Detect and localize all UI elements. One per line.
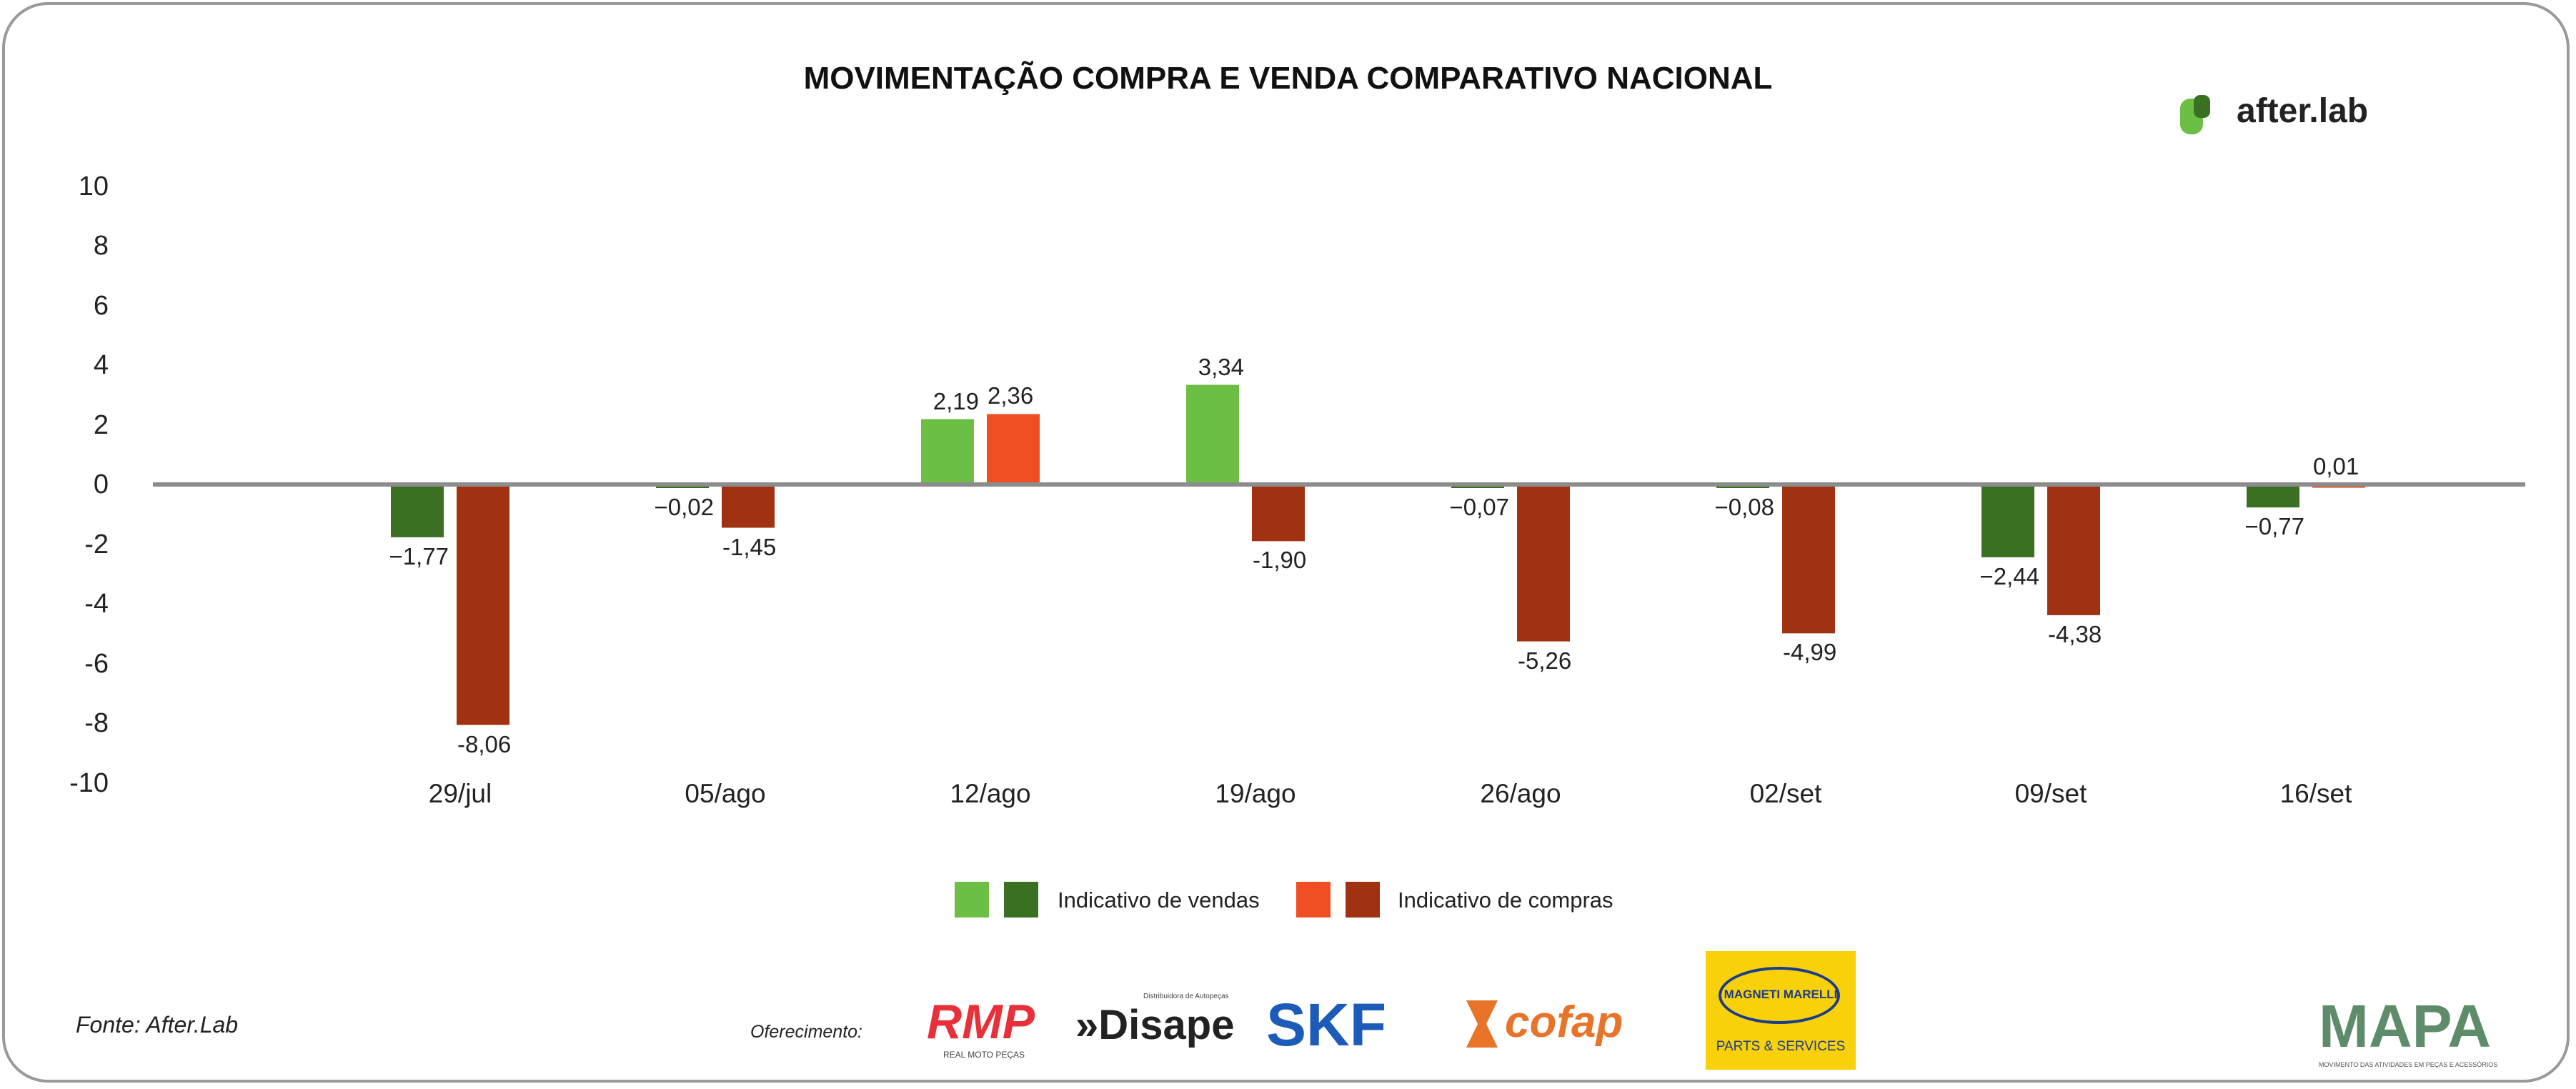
y-tick-label: 2	[93, 409, 109, 440]
bar-compras	[457, 484, 509, 725]
data-label: -1,45	[722, 533, 777, 560]
data-label: -4,99	[1783, 639, 1837, 666]
data-label: 0,01	[2313, 452, 2359, 479]
data-label: −0,02	[654, 494, 715, 520]
magneti-marelli-subtitle: PARTS & SERVICES	[1716, 1039, 1846, 1054]
cofap-logo-mark	[1466, 1000, 1498, 1048]
bar-compras	[1517, 484, 1570, 642]
legend-swatch-compras-negative	[1346, 882, 1380, 918]
y-tick-label: -8	[84, 708, 109, 738]
y-tick-label: 10	[78, 171, 109, 202]
bar-vendas	[921, 419, 974, 484]
disape-logo-subtitle: Distribuidora de Autopeças	[1143, 993, 1229, 1000]
legend-swatch-vendas-negative	[1004, 882, 1038, 918]
data-label: -4,38	[2048, 620, 2102, 647]
y-tick-label: -2	[84, 529, 109, 560]
x-tick-label: 02/set	[1749, 779, 1822, 808]
afterlab-logo-mark	[2180, 95, 2210, 134]
y-tick-label: 6	[93, 290, 109, 321]
y-tick-label: -10	[69, 767, 109, 798]
bar-compras	[1252, 484, 1305, 542]
afterlab-logo: after.lab	[2237, 92, 2369, 130]
bar-compras	[1782, 484, 1835, 634]
bar-compras	[722, 484, 775, 528]
chart-title: MOVIMENTAÇÃO COMPRA E VENDA COMPARATIVO …	[803, 61, 1773, 96]
x-tick-label: 16/set	[2279, 779, 2352, 808]
skf-logo: SKF	[1266, 991, 1386, 1058]
disape-logo-text: »Disape	[1075, 1002, 1235, 1048]
x-tick-label: 26/ago	[1480, 779, 1561, 808]
bars	[391, 384, 2365, 725]
data-label: -1,90	[1253, 547, 1307, 574]
data-label: 2,19	[933, 387, 979, 414]
mapa-logo-subtitle: MOVIMENTO DAS ATIVIDADES EM PEÇAS E ACES…	[2319, 1061, 2498, 1068]
bar-compras	[987, 414, 1040, 484]
data-label: −0,08	[1714, 494, 1775, 520]
magneti-marelli-badge	[1719, 967, 1840, 1024]
data-label: −0,07	[1449, 494, 1510, 520]
data-label: −0,77	[2244, 513, 2305, 540]
legend-swatch-compras-positive	[1296, 882, 1331, 918]
mapa-logo-text: MAPA	[2319, 993, 2492, 1060]
data-label: -5,26	[1518, 647, 1572, 674]
data-label: 3,34	[1198, 353, 1244, 380]
y-tick-label: 4	[93, 350, 109, 380]
bar-vendas	[2247, 484, 2299, 508]
data-label: −2,44	[1979, 562, 2040, 590]
x-tick-label: 19/ago	[1215, 779, 1296, 808]
bar-vendas	[1186, 384, 1239, 484]
x-tick-label: 12/ago	[950, 779, 1031, 808]
magneti-marelli-text: MAGNETI MARELLI	[1724, 988, 1838, 1001]
data-label: −1,77	[389, 542, 449, 570]
rmp-logo-text: RMP	[927, 995, 1035, 1049]
bar-compras	[2047, 484, 2100, 615]
legend-label-vendas: Indicativo de vendas	[1058, 887, 1260, 913]
x-tick-label: 29/jul	[428, 779, 492, 808]
legend-label-compras: Indicativo de compras	[1398, 887, 1613, 913]
y-tick-label: 8	[93, 231, 109, 261]
x-tick-label: 09/set	[2014, 779, 2087, 808]
y-tick-label: -6	[84, 648, 109, 679]
y-tick-label: 0	[93, 469, 109, 499]
legend-swatch-vendas-positive	[955, 882, 989, 918]
offering-label: Oferecimento:	[750, 1022, 863, 1042]
data-label: -8,06	[457, 730, 512, 757]
y-tick-label: -4	[84, 589, 109, 619]
data-label: 2,36	[988, 382, 1034, 409]
source-note: Fonte: After.Lab	[76, 1012, 239, 1038]
bar-vendas	[391, 484, 444, 537]
bar-vendas	[1981, 484, 2034, 557]
cofap-logo-text: cofap	[1505, 998, 1623, 1047]
rmp-logo-subtitle: REAL MOTO PEÇAS	[943, 1050, 1025, 1060]
x-tick-label: 05/ago	[685, 779, 766, 808]
magneti-marelli-logo: MAGNETI MARELLI PARTS & SERVICES	[1706, 951, 1856, 1070]
